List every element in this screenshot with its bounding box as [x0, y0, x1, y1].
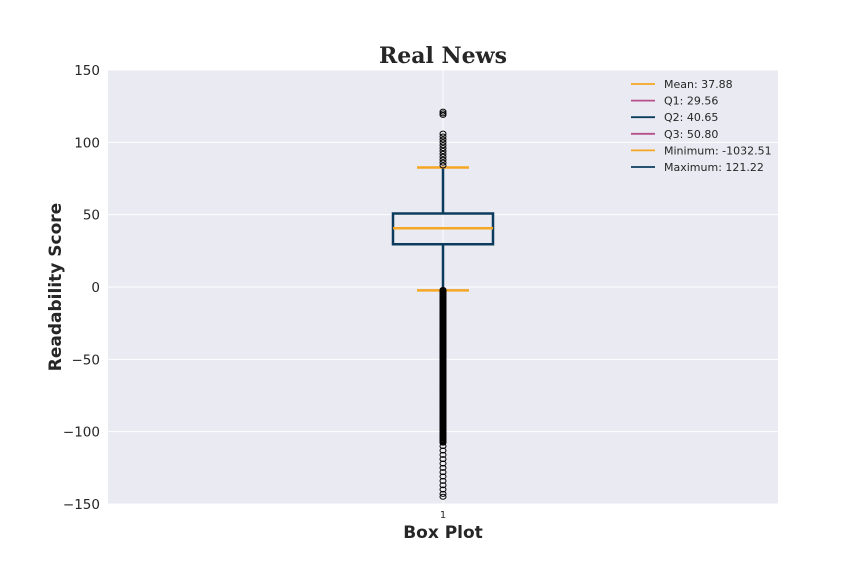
y-tick-label: 150: [74, 63, 100, 79]
y-tick-labels: 150 100 50 0 −50 −100 −150: [63, 63, 100, 513]
legend-label: Mean: 37.88: [664, 78, 733, 91]
y-axis-label: Readability Score: [46, 203, 66, 371]
outlier-marker: [439, 439, 447, 446]
legend-label: Maximum: 121.22: [664, 161, 764, 174]
x-axis-label: Box Plot: [403, 523, 483, 543]
y-tick-label: −150: [63, 497, 100, 513]
y-tick-label: 0: [91, 280, 100, 296]
outlier-marker: [439, 469, 447, 476]
outlier-marker: [439, 148, 447, 155]
outlier-marker: [439, 486, 447, 493]
x-tick-label: 1: [440, 510, 446, 521]
legend: Mean: 37.88 Q1: 29.56 Q2: 40.65 Q3: 50.80 Mi…: [631, 78, 772, 174]
outlier-marker: [439, 139, 447, 146]
chart-title: Real News: [379, 43, 507, 69]
outlier-marker: [439, 456, 447, 463]
outlier-marker: [439, 136, 447, 143]
y-tick-label: 50: [83, 208, 100, 224]
outlier-marker: [439, 130, 447, 137]
outlier-marker: [439, 156, 447, 163]
outlier-marker: [439, 447, 447, 454]
outlier-marker: [439, 451, 447, 458]
x-tick-labels: 1: [440, 510, 446, 521]
legend-label: Q2: 40.65: [664, 111, 718, 124]
outlier-marker: [439, 493, 447, 500]
outlier-marker: [439, 142, 447, 149]
outlier-marker: [439, 162, 447, 169]
legend-label: Q1: 29.56: [664, 95, 718, 108]
outlier-marker: [439, 473, 447, 480]
outlier-marker: [439, 153, 447, 160]
legend-label: Minimum: -1032.51: [664, 144, 772, 157]
outlier-marker: [439, 108, 447, 115]
outlier-marker: [439, 464, 447, 471]
y-tick-label: −100: [63, 425, 100, 441]
outlier-marker: [439, 482, 447, 489]
outlier-marker: [439, 490, 447, 497]
outlier-marker: [439, 150, 447, 157]
outlier-marker: [439, 145, 447, 152]
outlier-group: [439, 108, 447, 500]
outlier-marker: [439, 443, 447, 450]
outlier-marker: [439, 477, 447, 484]
legend-label: Q3: 50.80: [664, 128, 718, 141]
y-tick-label: 100: [74, 135, 100, 151]
outlier-marker: [439, 460, 447, 467]
outlier-marker: [439, 159, 447, 166]
outlier-marker: [439, 133, 447, 140]
y-tick-label: −50: [72, 352, 101, 368]
